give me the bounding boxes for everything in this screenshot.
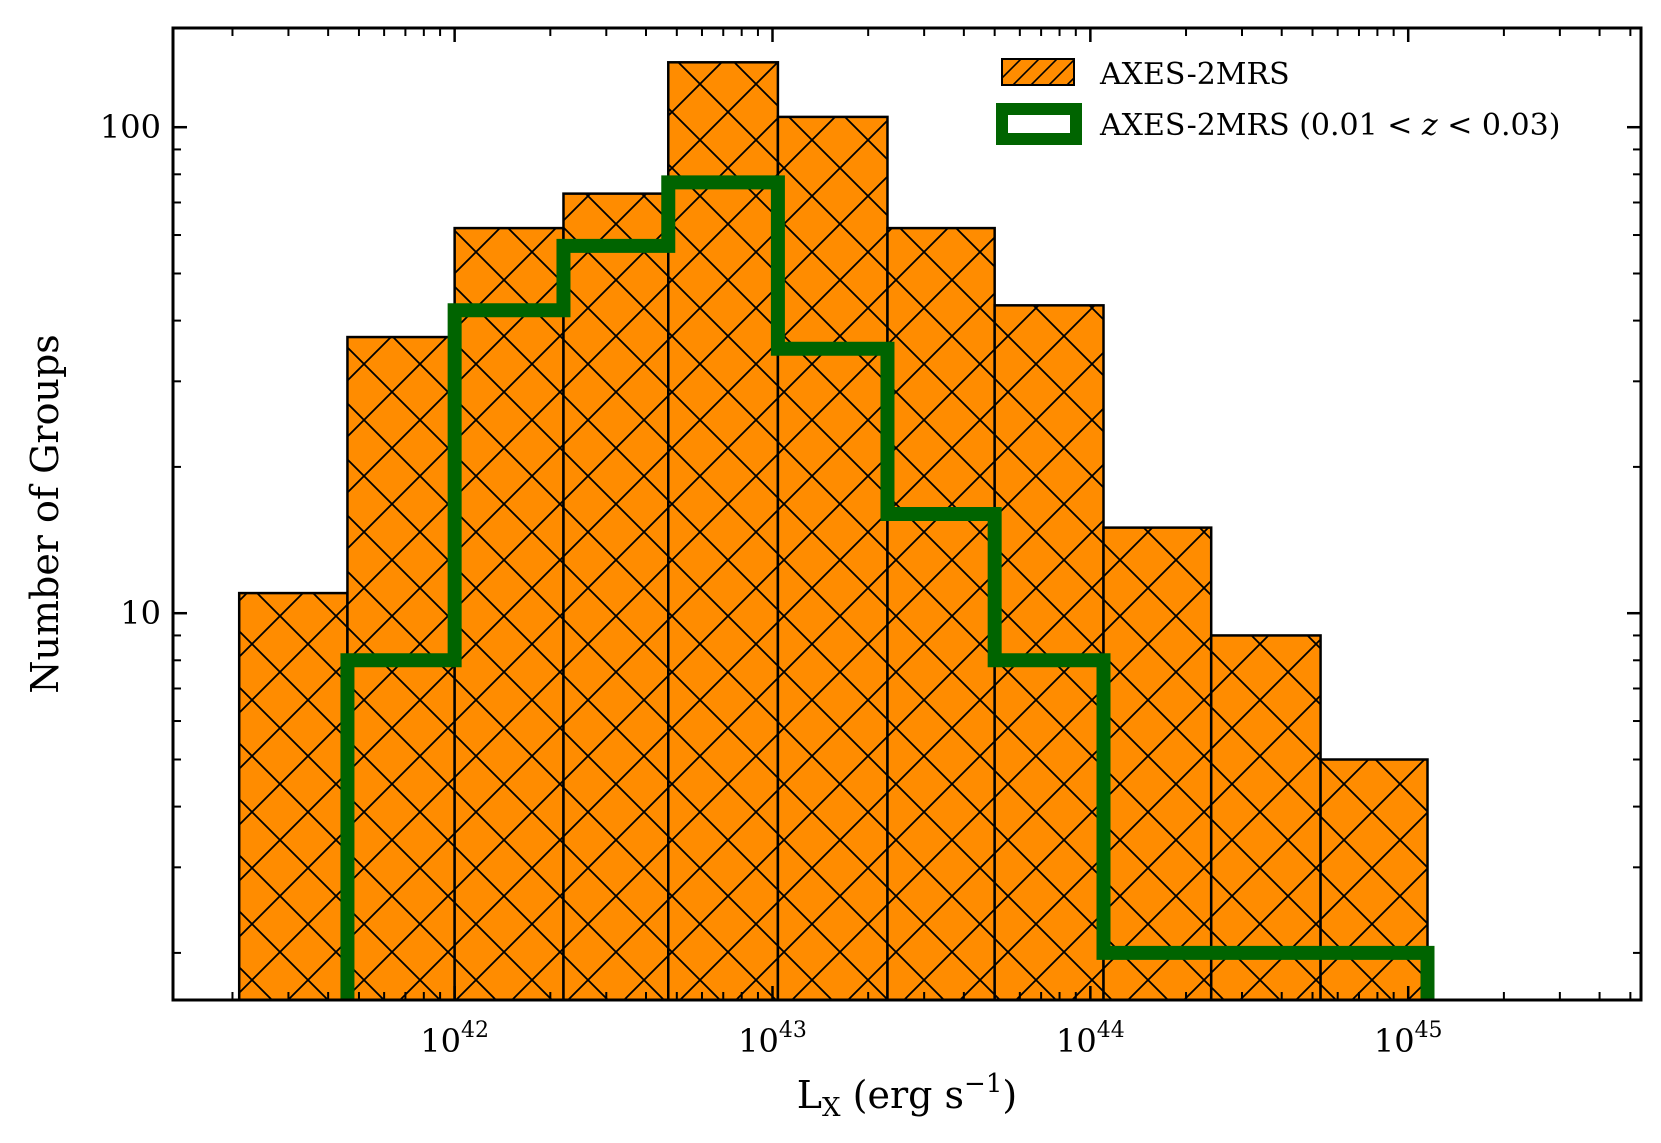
x-tick-label: 1043: [738, 1018, 807, 1060]
y-tick-label: 100: [100, 108, 161, 146]
y-tick-label: 10: [120, 594, 161, 632]
x-tick-label: 1044: [1056, 1018, 1125, 1060]
histogram-bars: [237, 61, 1429, 1000]
y-axis-label: Number of Groups: [23, 334, 67, 694]
x-tick-label: 1042: [420, 1018, 489, 1060]
x-tick-label: 1045: [1374, 1018, 1443, 1060]
legend-swatch-axes-2mrs-z-range: [996, 103, 1082, 145]
legend: AXES-2MRS AXES-2MRS (0.01 < z < 0.03): [996, 57, 1560, 145]
histogram-bar: [776, 115, 889, 1000]
legend-label-axes-2mrs: AXES-2MRS: [1099, 57, 1290, 92]
legend-swatch-axes-2mrs: [1001, 58, 1075, 86]
histogram-bar: [1319, 758, 1429, 1000]
legend-label-axes-2mrs-z-range: AXES-2MRS (0.01 < z < 0.03): [1099, 108, 1560, 143]
histogram-bar: [453, 226, 565, 1000]
step-line: [340, 175, 1435, 1000]
x-tick-labels: 1042 1043 1044 1045: [420, 1018, 1442, 1060]
histogram-bar: [993, 304, 1105, 1000]
histogram-bar: [1102, 526, 1213, 1000]
x-axis-label: LX (erg s−1): [797, 1069, 1017, 1123]
histogram-bar: [346, 335, 456, 1000]
histogram-bar: [237, 591, 349, 1000]
histogram-bar: [562, 192, 670, 1000]
plot-frame: [171, 26, 1643, 1002]
histogram-bar: [1209, 634, 1322, 1000]
histogram-bar: [667, 61, 780, 1000]
histogram-bar: [886, 226, 996, 1000]
step-histogram-series: [340, 175, 1435, 1000]
y-tick-labels: 10 100: [100, 108, 161, 632]
